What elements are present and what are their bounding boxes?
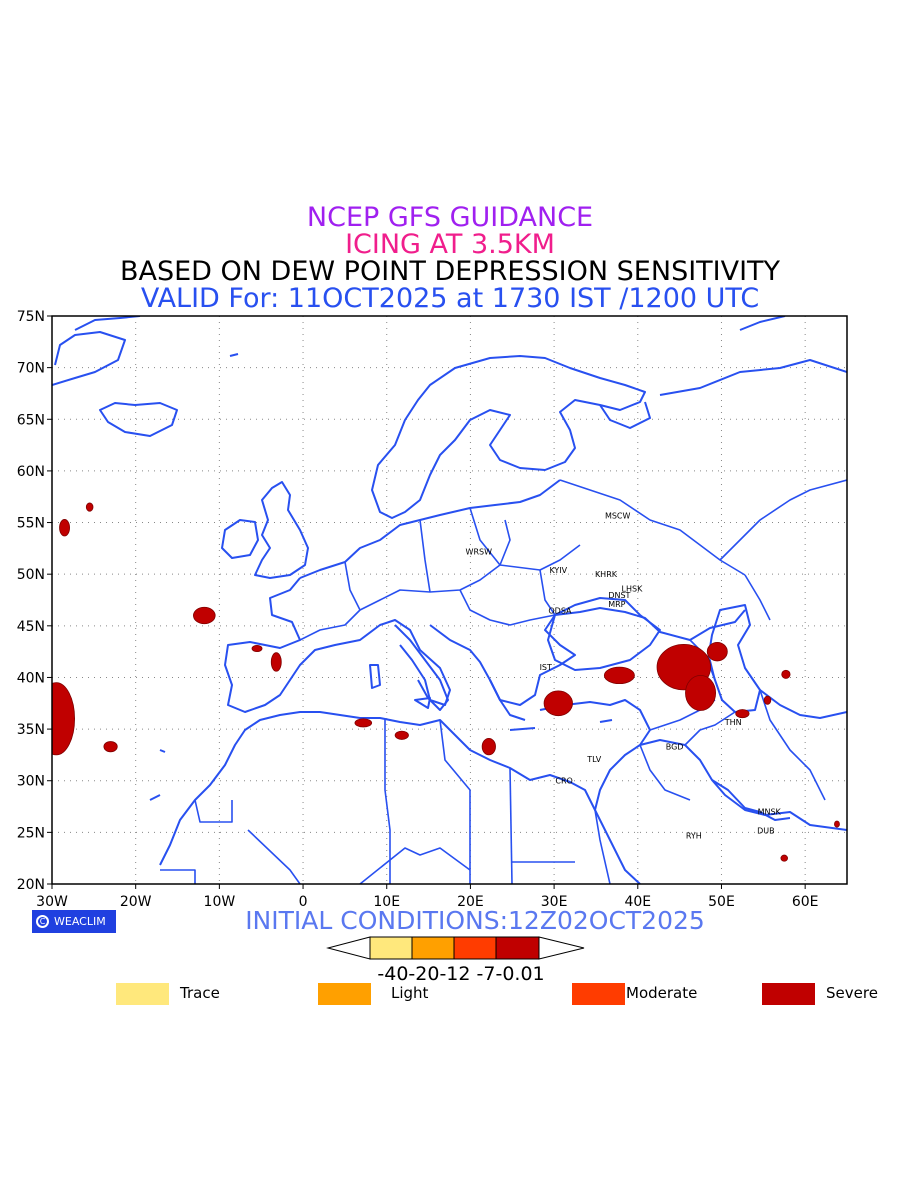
icing-area-severe [193, 606, 216, 625]
y-tick-label: 25N [17, 825, 45, 841]
city-label: DNST [608, 591, 630, 600]
icing-area-severe [834, 820, 840, 828]
colorbar-right-arrow [538, 936, 585, 960]
y-tick-label: 55N [17, 516, 45, 532]
axis-ticks: 30W 20W 10W 0 10E 20E 30E 40E 50E 60E 75N 70N 65N 60N… [17, 309, 819, 910]
x-tick-label: 60E [792, 894, 819, 910]
city-label: KHRK [595, 570, 618, 579]
x-tick-label: 10E [373, 894, 400, 910]
y-tick-label: 75N [17, 309, 45, 325]
scandinavia-coast [371, 355, 646, 519]
coastlines [52, 316, 847, 884]
icing-area-severe [251, 645, 263, 653]
colorbar-box-light [411, 936, 455, 960]
black-sea-coast [547, 597, 661, 671]
city-label: THN [724, 718, 742, 727]
icing-area-severe [270, 652, 282, 672]
icing-area-severe [103, 741, 118, 753]
logo-circle-icon: C [36, 915, 49, 928]
icing-area-severe [781, 669, 791, 679]
logo-text: WEACLIM [54, 915, 106, 928]
x-tick-label: 30E [541, 894, 568, 910]
icing-area-severe [85, 502, 94, 512]
city-label: IST [540, 663, 552, 672]
y-tick-label: 30N [17, 774, 45, 790]
colorbar-box-moderate [453, 936, 497, 960]
icing-area-severe [763, 695, 772, 705]
legend-label-light: Light [391, 984, 429, 1002]
city-label: MRP [608, 600, 625, 609]
icing-area-severe [706, 641, 728, 662]
icing-area-severe [685, 674, 717, 711]
ireland-coast [221, 519, 259, 559]
y-tick-label: 65N [17, 412, 45, 428]
icing-area-severe [543, 690, 573, 717]
title-line-4: VALID For: 11OCT2025 at 1730 IST /1200 U… [140, 283, 760, 314]
europe-coast [299, 479, 561, 579]
legend-label-trace: Trace [180, 984, 220, 1002]
city-label: RYH [686, 831, 702, 840]
title-line-3: BASED ON DEW POINT DEPRESSION SENSITIVIT… [119, 256, 781, 287]
city-label: CRO [555, 777, 572, 786]
icing-area-severe [735, 709, 750, 719]
y-tick-label: 50N [17, 567, 45, 583]
city-label: MSCW [605, 511, 631, 520]
legend-swatch-trace [116, 983, 169, 1005]
grid-lines [52, 316, 847, 884]
iceland-coast [99, 402, 178, 437]
city-label: BGD [666, 743, 684, 752]
icing-area-severe [481, 737, 496, 756]
title-line-1: NCEP GFS GUIDANCE [306, 202, 594, 233]
legend-label-moderate: Moderate [626, 984, 698, 1002]
colorbar-box-trace [369, 936, 413, 960]
legend-swatch-severe [762, 983, 815, 1005]
colorbar-ticks: -40-20-12 -7-0.01 [377, 963, 544, 985]
colorbar-left-arrow [326, 936, 371, 960]
icing-area-severe [354, 718, 373, 728]
icing-area-severe [59, 519, 70, 537]
y-tick-label: 70N [17, 361, 45, 377]
x-tick-label: 20E [457, 894, 484, 910]
icing-area-severe [394, 730, 409, 740]
x-tick-label: 10W [204, 894, 236, 910]
city-label: LHSK [622, 585, 644, 594]
colorbar: -40-20-12 -7-0.01 [326, 936, 585, 985]
x-tick-label: 20W [120, 894, 152, 910]
city-label: WRSW [466, 547, 493, 556]
y-tick-label: 20N [17, 877, 45, 893]
icing-area-severe [603, 666, 635, 685]
legend-swatch-moderate [572, 983, 625, 1005]
icing-area-severe [780, 854, 788, 862]
map-frame [51, 315, 848, 885]
initial-conditions: INITIAL CONDITIONS:12Z02OCT2025 [245, 906, 705, 935]
x-tick-label: 0 [299, 894, 308, 910]
y-tick-label: 60N [17, 464, 45, 480]
weaclim-logo: C WEACLIM [32, 910, 116, 933]
x-tick-label: 30W [36, 894, 68, 910]
y-tick-label: 35N [17, 722, 45, 738]
title-line-2: ICING AT 3.5KM [345, 229, 555, 260]
city-label: MNSK [758, 808, 782, 817]
britain-coast [254, 481, 309, 579]
greenland-coast [52, 331, 126, 386]
city-label: TLV [586, 755, 601, 764]
city-label: DUB [757, 826, 775, 835]
y-tick-label: 40N [17, 670, 45, 686]
x-tick-label: 40E [624, 894, 651, 910]
colorbar-box-severe [495, 936, 540, 960]
city-label: ODSA [548, 606, 572, 615]
icing-areas [52, 502, 840, 862]
legend-label-severe: Severe [826, 984, 878, 1002]
x-tick-label: 50E [708, 894, 735, 910]
legend-swatch-light [318, 983, 371, 1005]
city-label: KYIV [549, 566, 567, 575]
icing-area-severe [52, 682, 75, 756]
y-tick-label: 45N [17, 619, 45, 635]
